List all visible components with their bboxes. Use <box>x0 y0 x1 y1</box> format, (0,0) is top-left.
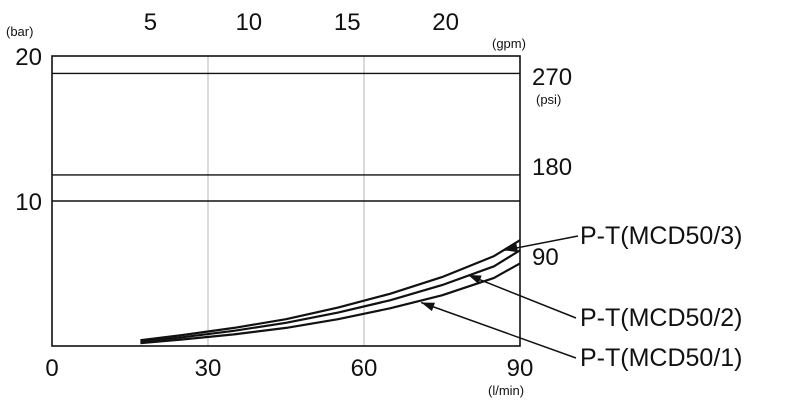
x-tick-label-60: 60 <box>351 355 378 382</box>
secondary-y-tick-label-180: 180 <box>532 154 572 181</box>
legend-label-mcd50-2: P-T(MCD50/2) <box>580 304 743 332</box>
curve-layer <box>140 239 521 345</box>
leader-line-mcd50-1 <box>420 301 577 359</box>
secondary-x-tick-label-5: 5 <box>144 9 157 36</box>
leader-line-mcd50-2 <box>467 274 577 319</box>
y-tick-label-20: 20 <box>15 44 42 71</box>
curve-mcd50-3 <box>140 239 521 342</box>
curve-mcd50-2 <box>140 249 521 343</box>
leader-arrowhead-mcd50-2 <box>468 274 482 284</box>
legend-label-mcd50-1: P-T(MCD50/1) <box>580 344 743 372</box>
y-unit-label: (bar) <box>6 24 33 39</box>
leader-layer <box>420 235 579 359</box>
secondary-y-unit-label: (psi) <box>536 92 561 107</box>
secondary-x-tick-label-20: 20 <box>432 9 459 36</box>
leader-arrowhead-mcd50-3 <box>504 243 518 253</box>
plot-frame <box>51 55 521 347</box>
x-tick-label-30: 30 <box>195 355 222 382</box>
secondary-x-tick-label-10: 10 <box>235 9 262 36</box>
legend-label-mcd50-3: P-T(MCD50/3) <box>580 222 743 250</box>
y-tick-label-10: 10 <box>15 189 42 216</box>
curve-mcd50-1 <box>140 262 521 345</box>
grid-layer <box>52 56 520 346</box>
leader-arrowhead-mcd50-1 <box>421 302 435 312</box>
x-tick-label-0: 0 <box>45 355 58 382</box>
secondary-x-tick-label-15: 15 <box>334 9 361 36</box>
secondary-y-tick-label-90: 90 <box>532 244 559 271</box>
secondary-y-tick-label-270: 270 <box>532 64 572 91</box>
tick-label-layer: 0 30 60 90 10 20 5 10 15 20 90 180 270 <box>15 9 572 382</box>
secondary-x-unit-label: (gpm) <box>492 36 526 51</box>
x-unit-label: (l/min) <box>488 383 524 398</box>
x-tick-label-90: 90 <box>507 355 534 382</box>
